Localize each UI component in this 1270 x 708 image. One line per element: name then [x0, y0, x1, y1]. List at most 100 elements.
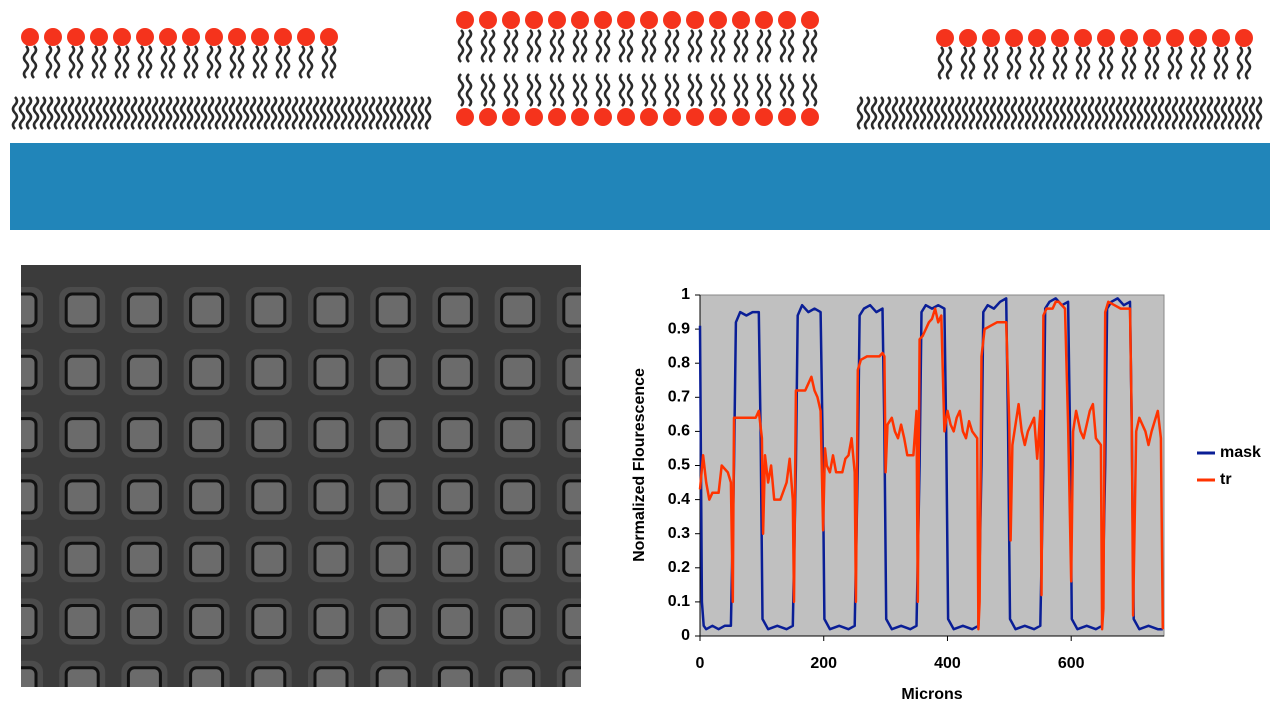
lipid-tail — [1257, 97, 1261, 129]
lipid-head — [228, 28, 246, 46]
lipid-tail — [781, 30, 785, 62]
lipid-head — [274, 28, 292, 46]
lipid-tail — [216, 46, 220, 78]
page: Microns Normalized Flourescence 00.10.20… — [0, 0, 1270, 703]
well — [128, 543, 160, 575]
lipid-head — [801, 108, 819, 126]
lipid-tail — [970, 97, 974, 129]
lipid-tail — [1223, 47, 1227, 79]
lipid-tail — [879, 97, 883, 129]
lipid-head — [801, 11, 819, 29]
y-tick-label: 0.5 — [668, 457, 690, 474]
lipid-tail — [758, 74, 762, 106]
lipid-tail — [1152, 97, 1156, 129]
well — [439, 294, 471, 326]
lipid-tail — [743, 30, 747, 62]
lipid-tail — [712, 30, 716, 62]
x-axis-title: Microns — [901, 686, 962, 703]
lipid-tail — [998, 97, 1002, 129]
lipid-tail — [185, 46, 189, 78]
x-tick-label: 600 — [1058, 655, 1085, 672]
lipid-tail — [1146, 47, 1150, 79]
well — [564, 419, 596, 451]
y-tick-label: 0.3 — [668, 525, 690, 542]
lipid-tail — [170, 46, 174, 78]
lipid-tail — [258, 97, 262, 129]
legend-label: mask — [1220, 444, 1261, 461]
lipid-tail — [1180, 97, 1184, 129]
lipid-tail — [597, 30, 601, 62]
lipid-tail — [1246, 47, 1250, 79]
lipid-tail — [262, 46, 266, 78]
lipid-tail — [285, 46, 289, 78]
well — [66, 543, 98, 575]
lipid-tail — [1075, 97, 1079, 129]
lipid-tail — [32, 46, 36, 78]
lipid-tail — [1061, 97, 1065, 129]
well — [4, 606, 36, 638]
substrate — [10, 143, 1270, 230]
lipid-tail — [1062, 47, 1066, 79]
lipid-tail — [272, 97, 276, 129]
chart: Microns Normalized Flourescence 00.10.20… — [631, 286, 1261, 703]
lipid-tail — [1187, 97, 1191, 129]
lipid-tail — [116, 46, 120, 78]
lipid-head — [640, 11, 658, 29]
lipid-tail — [1192, 47, 1196, 79]
lipid-tail — [254, 46, 258, 78]
well — [191, 294, 223, 326]
lipid-tail — [789, 30, 793, 62]
lipid-tail — [666, 30, 670, 62]
lipid-tail — [886, 97, 890, 129]
well — [502, 294, 534, 326]
lipid-tail — [314, 97, 318, 129]
lipid-head — [936, 29, 954, 47]
lipid-tail — [47, 46, 51, 78]
lipid-tail — [1005, 97, 1009, 129]
lipid-tail — [124, 46, 128, 78]
lipid-tail — [223, 97, 227, 129]
lipid-tail — [70, 46, 74, 78]
lipid-head — [67, 28, 85, 46]
lipid-tail — [1039, 47, 1043, 79]
lipid-tail — [551, 74, 555, 106]
lipid-tail — [984, 97, 988, 129]
lipid-head — [686, 108, 704, 126]
lipid-tail — [939, 47, 943, 79]
well — [502, 481, 534, 513]
lipid-tail — [949, 97, 953, 129]
lipid-head — [1235, 29, 1253, 47]
well — [4, 668, 36, 700]
lipid-tail — [328, 97, 332, 129]
well — [315, 419, 347, 451]
lipid-tail — [202, 97, 206, 129]
lipid-tail — [459, 30, 463, 62]
lipid-tail — [300, 97, 304, 129]
well — [253, 606, 285, 638]
lipid-tail — [279, 97, 283, 129]
lipid-tail — [1016, 47, 1020, 79]
lipid-tail — [391, 97, 395, 129]
lipid-tail — [1222, 97, 1226, 129]
lipid-tail — [574, 74, 578, 106]
y-tick-label: 0 — [681, 627, 690, 644]
lipid-tail — [1166, 97, 1170, 129]
lipid-head — [982, 29, 1000, 47]
lipid-tail — [1068, 97, 1072, 129]
well — [502, 606, 534, 638]
lipid-tail — [1145, 97, 1149, 129]
lipid-tail — [1250, 97, 1254, 129]
well — [253, 481, 285, 513]
lipid-head — [594, 11, 612, 29]
lipid-tail — [536, 74, 540, 106]
well — [564, 356, 596, 388]
lipid-tail — [370, 97, 374, 129]
lipid-tail — [300, 46, 304, 78]
lipid-tail — [605, 30, 609, 62]
well — [253, 543, 285, 575]
lipid-tail — [48, 97, 52, 129]
lipid-head — [90, 28, 108, 46]
lipid-tail — [174, 97, 178, 129]
lipid-tail — [104, 97, 108, 129]
lipid-tail — [893, 97, 897, 129]
